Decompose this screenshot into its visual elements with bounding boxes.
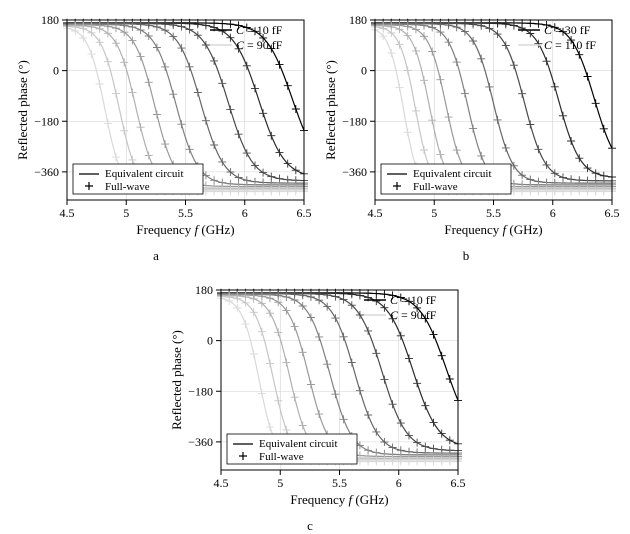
sublabel-b: b: [456, 248, 476, 264]
xlabel: Frequency f (GHz): [290, 492, 388, 507]
svg-text:−180: −180: [342, 114, 367, 128]
svg-text:−180: −180: [34, 114, 59, 128]
svg-text:5: 5: [123, 206, 129, 220]
panel-c: 4.5 5 5.5 6 6.5 −360 −180 0 180 Frequency f (GHz)…: [166, 280, 466, 510]
legend-c: C = 30 fFC = 110 fF: [518, 23, 596, 52]
svg-text:0: 0: [361, 64, 367, 78]
ylabel: Reflected phase (°): [169, 330, 184, 430]
svg-text:6: 6: [242, 206, 248, 220]
svg-text:5: 5: [431, 206, 437, 220]
svg-text:4.5: 4.5: [214, 476, 229, 490]
svg-text:5: 5: [277, 476, 283, 490]
panel-b: 4.5 5 5.5 6 6.5 −360 −180 0 180 Frequency f (GHz)…: [320, 10, 620, 240]
svg-text:5.5: 5.5: [486, 206, 501, 220]
svg-text:C = 110 fF: C = 110 fF: [544, 38, 596, 52]
svg-text:5.5: 5.5: [332, 476, 347, 490]
legend-method: Equivalent circuitFull-wave: [227, 434, 357, 464]
sublabel-c: c: [300, 518, 320, 534]
svg-text:180: 180: [195, 283, 213, 297]
xlabel: Frequency f (GHz): [136, 222, 234, 237]
ylabel: Reflected phase (°): [323, 60, 338, 160]
svg-text:Full-wave: Full-wave: [413, 181, 458, 193]
svg-text:Equivalent circuit: Equivalent circuit: [413, 168, 492, 180]
svg-text:Full-wave: Full-wave: [105, 181, 150, 193]
svg-text:Equivalent circuit: Equivalent circuit: [105, 168, 184, 180]
svg-text:6: 6: [550, 206, 556, 220]
figure-page: 4.5 5 5.5 6 6.5 −360 −180 0 180 Frequency f (GHz)…: [0, 0, 630, 534]
svg-text:C = 90 fF: C = 90 fF: [236, 38, 283, 52]
chart-a: 4.5 5 5.5 6 6.5 −360 −180 0 180 Frequency f (GHz)…: [12, 10, 312, 240]
svg-text:Full-wave: Full-wave: [259, 451, 304, 463]
panel-a: 4.5 5 5.5 6 6.5 −360 −180 0 180 Frequency f (GHz)…: [12, 10, 312, 240]
legend-method: Equivalent circuitFull-wave: [73, 164, 203, 194]
svg-text:180: 180: [41, 13, 59, 27]
svg-text:0: 0: [207, 334, 213, 348]
svg-text:4.5: 4.5: [60, 206, 75, 220]
svg-text:4.5: 4.5: [368, 206, 383, 220]
chart-c: 4.5 5 5.5 6 6.5 −360 −180 0 180 Frequency f (GHz)…: [166, 280, 466, 510]
sublabel-a: a: [146, 248, 166, 264]
legend-c: C = 10 fFC = 90 fF: [364, 293, 437, 322]
svg-text:C = 30 fF: C = 30 fF: [544, 23, 591, 37]
svg-text:180: 180: [349, 13, 367, 27]
chart-b: 4.5 5 5.5 6 6.5 −360 −180 0 180 Frequency f (GHz)…: [320, 10, 620, 240]
legend-method: Equivalent circuitFull-wave: [381, 164, 511, 194]
svg-text:−180: −180: [188, 384, 213, 398]
svg-text:6.5: 6.5: [605, 206, 620, 220]
svg-text:C = 10 fF: C = 10 fF: [390, 293, 437, 307]
svg-text:5.5: 5.5: [178, 206, 193, 220]
svg-text:6: 6: [396, 476, 402, 490]
svg-text:C = 90 fF: C = 90 fF: [390, 308, 437, 322]
svg-text:Equivalent circuit: Equivalent circuit: [259, 438, 338, 450]
svg-text:6.5: 6.5: [451, 476, 466, 490]
svg-text:C = 10 fF: C = 10 fF: [236, 23, 283, 37]
svg-text:−360: −360: [34, 165, 59, 179]
svg-text:6.5: 6.5: [297, 206, 312, 220]
xlabel: Frequency f (GHz): [444, 222, 542, 237]
ylabel: Reflected phase (°): [15, 60, 30, 160]
svg-text:0: 0: [53, 64, 59, 78]
svg-text:−360: −360: [342, 165, 367, 179]
legend-c: C = 10 fFC = 90 fF: [210, 23, 283, 52]
svg-text:−360: −360: [188, 435, 213, 449]
